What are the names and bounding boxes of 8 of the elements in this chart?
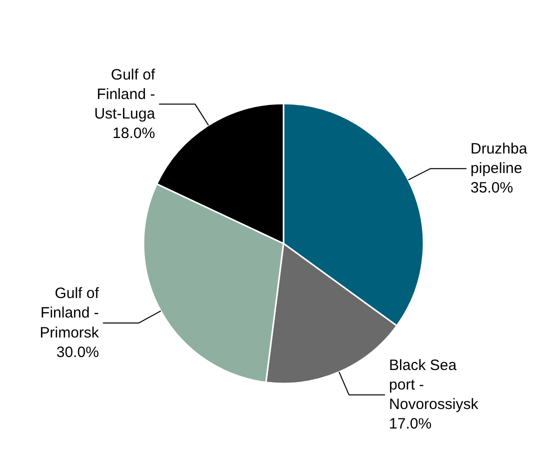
slice-label: Gulf of Finland - Ust-Luga — [94, 66, 156, 122]
data-label: 35.0% — [470, 180, 514, 197]
data-label: 18.0% — [112, 125, 156, 142]
slice-label: Black Sea port - Novorossiysk — [389, 357, 479, 414]
data-label: 17.0% — [389, 416, 432, 433]
slice-label: Gulf of Finland - Primorsk — [40, 285, 100, 342]
data-label: 30.0% — [56, 344, 99, 361]
slice-label: Druzhba pipeline — [470, 140, 528, 178]
